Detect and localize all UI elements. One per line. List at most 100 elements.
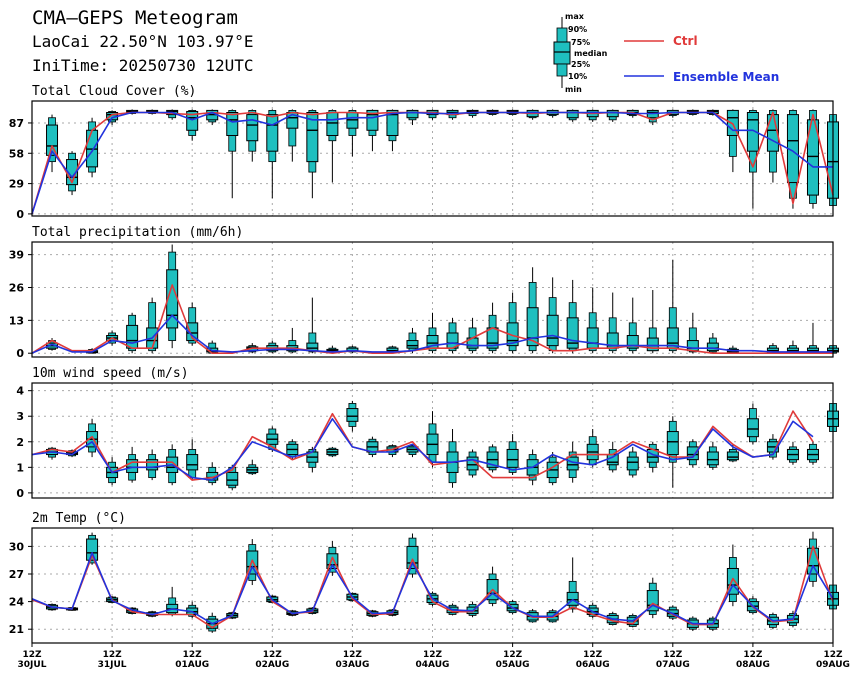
box-p10-p90 [308,332,317,353]
box-iqr [726,567,739,595]
x-tick-date: 08AUG [736,660,770,670]
x-tick-date: 03AUG [335,660,369,670]
box-precip-29 [606,292,619,354]
box-cloud-27 [566,109,579,122]
box-iqr [406,545,419,569]
y-tick-label: 58 [9,147,24,160]
y-tick-label: 39 [9,249,24,262]
box-iqr [406,109,419,119]
panel-title-wind: 10m wind speed (m/s) [32,366,189,381]
panel-temp: 21 24 27 30 [9,527,839,644]
x-tick-date: 30JUL [18,660,47,670]
box-iqr [686,340,699,352]
ensemble-mean-line-temp [31,551,834,625]
x-tick-date: 04AUG [416,660,450,670]
box-temp-19 [406,533,419,578]
box-wind-39 [806,441,819,465]
box-cloud-36 [746,109,759,209]
box-iqr [726,451,739,461]
box-iqr [186,322,199,342]
box-iqr [566,317,579,349]
box-wind-2 [66,449,79,458]
y-tick-label: 3 [16,410,24,423]
panel-title-temp: 2m Temp (°C) [32,511,126,526]
box-iqr [606,454,619,466]
y-tick-label: 1 [16,461,24,474]
y-tick-label: 27 [9,568,24,581]
box-cloud-29 [606,109,619,122]
x-tick-hour: 12Z [743,650,763,660]
y-tick-label: 2 [16,436,24,449]
box-wind-10 [226,464,239,491]
box-wind-33 [686,439,699,468]
box-iqr [326,112,339,136]
box-temp-22 [466,601,479,618]
box-precip-16 [346,345,359,354]
box-temp-31 [646,577,659,619]
y-tick-label: 24 [9,596,25,609]
box-iqr [806,119,819,196]
box-iqr [406,340,419,349]
box-iqr [526,307,539,347]
ctrl-line-precip [31,284,833,355]
box-wind-15 [326,446,339,458]
box-iqr [86,538,99,561]
y-tick-label: 29 [9,178,24,191]
panel-wind: 0 1 2 3 4 [16,382,839,500]
box-wind-12 [266,426,279,452]
box-iqr [306,112,319,163]
box-iqr [186,110,199,131]
y-tick-label: 21 [9,623,24,636]
panel-frame [31,241,834,358]
box-iqr [126,459,139,473]
box-iqr [666,431,679,456]
x-tick-date: 02AUG [255,660,289,670]
box-cloud-11 [246,109,259,162]
box-wind-30 [626,446,639,478]
panel-frame [31,382,834,499]
x-tick-hour: 12Z [343,650,363,660]
box-cloud-18 [386,109,399,152]
box-iqr [646,590,659,612]
box-wind-24 [506,434,519,475]
legend-label-max: max [565,12,585,21]
box-cloud-35 [726,109,739,173]
box-cloud-3 [86,117,99,178]
x-tick-hour: 12Z [183,650,203,660]
box-iqr [226,471,239,486]
box-iqr [266,114,279,152]
y-tick-label: 0 [16,487,24,500]
box-temp-23 [486,566,499,607]
legend-label-p25: 25% [571,60,590,69]
legend-label-min: min [565,85,582,94]
box-precip-25 [526,267,539,354]
box-wind-8 [186,439,199,481]
box-iqr [586,327,599,349]
box-iqr [626,335,639,349]
box-cloud-39 [806,109,819,209]
box-wind-34 [706,441,719,470]
box-iqr [186,454,199,471]
box-temp-7 [166,586,179,617]
x-tick-date: 07AUG [656,660,690,670]
box-temp-8 [186,601,199,619]
ensemble-mean-line-precip [31,314,833,354]
legend-box-glyph [553,17,571,88]
box-iqr [726,109,739,136]
ensemble-mean-line-wind [31,417,814,481]
box-cloud-14 [306,109,319,199]
box-iqr [686,446,699,461]
location-label: LaoCai 22.50°N 103.97°E [32,32,254,51]
box-iqr [146,459,159,471]
box-cloud-16 [346,109,359,157]
box-p10-p90 [688,327,697,353]
box-precip-31 [646,290,659,354]
box-iqr [706,451,719,466]
box-cloud-20 [426,109,439,120]
box-wind-32 [666,416,679,488]
box-temp-35 [726,544,739,607]
y-tick-label: 0 [16,347,24,360]
x-tick-date: 05AUG [496,660,530,670]
box-iqr [746,112,759,152]
